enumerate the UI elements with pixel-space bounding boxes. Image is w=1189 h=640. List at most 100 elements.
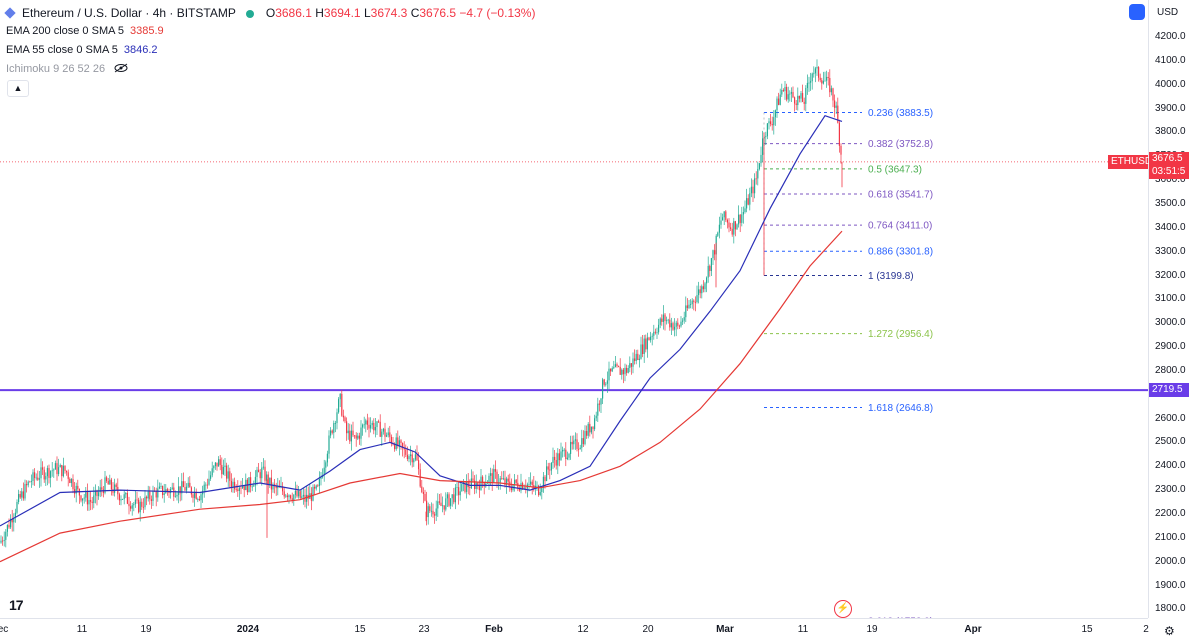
candle-body <box>182 481 184 488</box>
candle-body <box>413 459 415 463</box>
candle-body <box>531 481 533 486</box>
candle-body <box>544 476 546 482</box>
candle-body <box>624 367 626 375</box>
candle-body <box>768 121 770 124</box>
candle-body <box>349 430 351 442</box>
candle-body <box>470 478 472 489</box>
candle-body <box>208 478 210 485</box>
candle-body <box>318 478 320 487</box>
candle-body <box>53 469 55 471</box>
candle-body <box>10 518 12 528</box>
candle-body <box>147 491 149 499</box>
price-tick-label: 2500.0 <box>1155 436 1186 448</box>
candle-body <box>579 447 581 449</box>
candle-body <box>419 469 421 487</box>
candle-body <box>240 487 242 489</box>
indicator-ema55[interactable]: EMA 55 close 0 SMA 5 3846.2 <box>6 44 158 56</box>
candle-body <box>238 487 240 491</box>
candle-body <box>357 435 359 439</box>
candle-body <box>802 93 804 102</box>
price-tick-label: 3400.0 <box>1155 221 1186 233</box>
candle-body <box>189 482 191 488</box>
lightning-icon[interactable]: ⚡ <box>834 600 852 618</box>
chart-pane[interactable]: 0.236 (3883.5) 0.382 (3752.8) 0.5 (3647.3)… <box>0 0 1148 618</box>
fib-level-label: 1.618 (2646.8) <box>868 403 933 414</box>
candle-body <box>494 469 496 472</box>
candle-body <box>621 369 623 375</box>
currency-label[interactable]: USD <box>1157 7 1179 18</box>
candle-body <box>688 304 690 309</box>
time-tick-label: 2024 <box>236 624 260 635</box>
candle-body <box>693 300 695 302</box>
candle-body <box>792 92 794 98</box>
candle-body <box>158 486 160 489</box>
candle-body <box>765 136 767 138</box>
candle-body <box>22 491 24 499</box>
candle-body <box>434 514 436 516</box>
indicator-ichimoku[interactable]: Ichimoku 9 26 52 26 <box>6 61 128 77</box>
candle-body <box>130 506 132 509</box>
candle-body <box>293 494 295 501</box>
price-chart[interactable]: 0.236 (3883.5) 0.382 (3752.8) 0.5 (3647.3)… <box>0 0 1148 618</box>
candle-body <box>59 465 61 468</box>
price-axis[interactable]: 4200.04100.04000.03900.03800.03700.03600… <box>1148 0 1189 618</box>
price-tick-label: 2900.0 <box>1155 341 1186 353</box>
candle-body <box>528 484 530 486</box>
candle-body <box>13 517 15 523</box>
candle-body <box>722 217 724 221</box>
candle-body <box>277 485 279 489</box>
candle-body <box>2 540 4 542</box>
candle-body <box>339 393 341 400</box>
symbol-row[interactable]: Ethereum / U.S. Dollar · 4h · BITSTAMP O3… <box>4 5 535 21</box>
gear-icon[interactable]: ⚙ <box>1164 624 1175 638</box>
candle-body <box>573 440 575 445</box>
candle-body <box>678 325 680 327</box>
candle-body <box>790 92 792 94</box>
candle-body <box>472 478 474 481</box>
candle-body <box>325 462 327 468</box>
candle-body <box>379 421 381 437</box>
candle-body <box>440 502 442 506</box>
indicator-ema200[interactable]: EMA 200 close 0 SMA 5 3385.9 <box>6 25 164 37</box>
candle-body <box>584 430 586 445</box>
candle-body <box>216 462 218 467</box>
time-tick-label: 2 <box>1143 624 1149 635</box>
candle-body <box>34 472 36 478</box>
candle-body <box>717 232 719 236</box>
candle-body <box>226 465 228 479</box>
fib-level-label: 0.382 (3752.8) <box>868 139 933 150</box>
candle-body <box>456 487 458 489</box>
eye-crossed-icon[interactable] <box>114 63 128 73</box>
candle-body <box>122 499 124 500</box>
candle-body <box>464 481 466 492</box>
candle-body <box>501 478 503 480</box>
candle-body <box>626 367 628 373</box>
candle-body <box>221 464 223 475</box>
candle-body <box>152 490 154 501</box>
candle-body <box>488 475 490 483</box>
candle-body <box>312 486 314 501</box>
candle-body <box>146 496 148 499</box>
tradingview-logo[interactable]: 17 <box>9 597 24 613</box>
candle-body <box>58 467 60 475</box>
candle-body <box>734 221 736 230</box>
candle-body <box>138 499 140 513</box>
candle-body <box>230 480 232 487</box>
price-tick-label: 1800.0 <box>1155 603 1186 615</box>
time-axis[interactable]: ec 11 19 2024 15 23 Feb 12 20 Mar 11 19 Apr 15 2 <box>0 618 1149 640</box>
candle-body <box>429 506 431 511</box>
time-tick-label: Feb <box>485 624 503 635</box>
collapse-legend-button[interactable]: ▲ <box>7 80 29 97</box>
candle-body <box>54 463 56 470</box>
candle-body <box>558 453 560 461</box>
candle-body <box>253 485 255 487</box>
candle-body <box>613 367 615 369</box>
candle-body <box>838 122 840 146</box>
candle-body <box>525 487 527 489</box>
candle-body <box>109 479 111 485</box>
candle-body <box>406 454 408 460</box>
compare-symbol-button[interactable] <box>1129 4 1145 20</box>
candle-body <box>56 463 58 475</box>
candle-body <box>731 228 733 235</box>
candle-body <box>814 68 816 74</box>
